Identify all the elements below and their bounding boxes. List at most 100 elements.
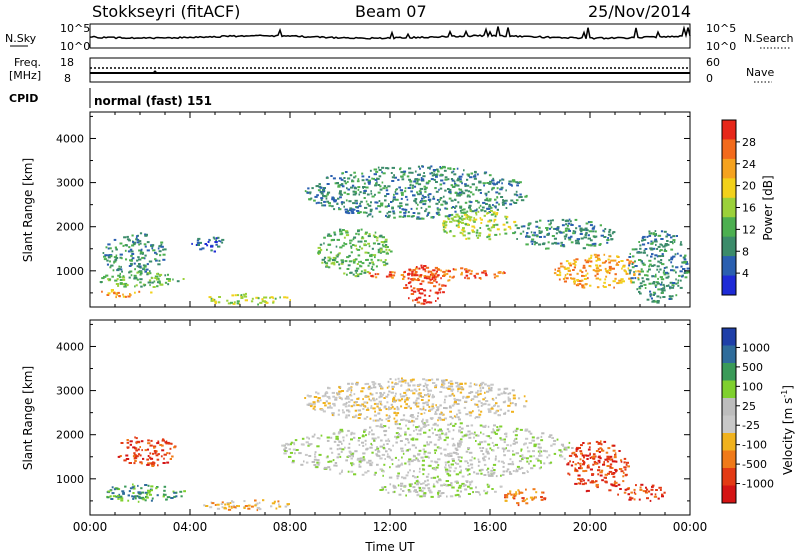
power-cell <box>656 300 660 302</box>
velocity-cell <box>117 455 121 458</box>
power-cell <box>659 268 662 271</box>
power-cell <box>650 242 654 245</box>
velocity-cell <box>640 483 644 486</box>
velocity-cell <box>312 407 315 410</box>
velocity-cell <box>115 495 118 498</box>
cpid-program: normal (fast) 151 <box>94 94 212 108</box>
velocity-cell <box>480 472 483 475</box>
velocity-cell <box>376 463 379 466</box>
velocity-cell <box>567 462 570 465</box>
velocity-cell <box>384 486 387 488</box>
power-cell <box>656 282 660 285</box>
power-cell <box>605 260 607 263</box>
velocity-cell <box>646 497 649 500</box>
power-cell <box>420 264 423 267</box>
power-cell <box>677 279 680 282</box>
power-cell <box>385 248 388 251</box>
power-cell <box>208 296 212 299</box>
power-cell <box>659 276 663 279</box>
velocity-cell <box>538 467 541 470</box>
velocity-cell <box>494 443 498 446</box>
velocity-colorbar-tick-label: 100 <box>742 380 763 393</box>
power-cell <box>365 259 368 261</box>
velocity-cell <box>446 495 448 498</box>
velocity-cell <box>443 407 446 409</box>
power-cell <box>593 225 596 228</box>
noise-left-tick-bottom: 10^0 <box>60 40 90 53</box>
velocity-cell <box>369 462 372 465</box>
velocity-cell <box>132 483 134 486</box>
power-cell <box>197 237 201 240</box>
velocity-cell <box>513 493 516 496</box>
power-colorbar-tick-label: 16 <box>742 202 756 215</box>
power-cell <box>504 199 508 202</box>
velocity-cell <box>120 442 124 444</box>
velocity-cell <box>454 381 459 384</box>
velocity-cell <box>633 491 636 494</box>
power-cell <box>555 232 558 235</box>
velocity-cell <box>394 456 397 459</box>
velocity-cell <box>402 395 406 398</box>
velocity-cell <box>285 442 288 445</box>
power-cell <box>513 193 518 196</box>
velocity-cell <box>477 434 480 437</box>
velocity-cell <box>329 447 333 450</box>
power-cell <box>459 193 463 196</box>
power-cell <box>436 199 439 201</box>
velocity-cell <box>145 493 148 496</box>
velocity-cell <box>332 414 335 417</box>
velocity-cell <box>395 414 398 417</box>
velocity-cell <box>611 467 614 469</box>
power-cell <box>114 260 117 263</box>
power-cell <box>538 232 542 234</box>
velocity-cell <box>378 385 382 388</box>
power-cell <box>423 172 425 174</box>
velocity-cell <box>382 446 385 449</box>
velocity-cell <box>418 393 421 396</box>
power-cell <box>404 190 407 193</box>
velocity-cell <box>403 484 407 487</box>
power-cell <box>547 219 550 222</box>
velocity-cell <box>422 495 426 498</box>
velocity-cell <box>332 432 336 435</box>
velocity-cell <box>347 446 351 449</box>
power-cell <box>639 251 643 254</box>
velocity-cell <box>415 483 419 486</box>
velocity-cell <box>341 471 343 473</box>
power-cell <box>494 215 497 218</box>
velocity-cell <box>377 383 381 386</box>
power-cell <box>641 280 645 283</box>
power-cell <box>140 285 143 288</box>
velocity-cell <box>514 404 517 407</box>
power-cell <box>341 185 345 188</box>
power-cell <box>465 274 469 277</box>
velocity-cell <box>598 461 601 464</box>
power-cell <box>682 268 686 270</box>
power-cell <box>640 270 644 273</box>
power-cell <box>641 239 644 242</box>
velocity-colorbar-segment <box>722 398 736 416</box>
power-cell <box>331 259 336 261</box>
velocity-cell <box>425 475 429 478</box>
power-cell <box>110 289 114 291</box>
velocity-cell <box>402 418 405 421</box>
velocity-cell <box>412 420 416 423</box>
power-cell <box>399 211 402 214</box>
power-cell <box>461 271 463 274</box>
velocity-cell <box>396 465 401 468</box>
velocity-cell <box>438 447 442 450</box>
velocity-cell <box>392 398 396 401</box>
velocity-cell <box>587 448 591 451</box>
velocity-cell <box>461 482 465 485</box>
power-cell <box>382 261 386 264</box>
power-cell <box>375 265 378 268</box>
power-cell <box>536 235 539 238</box>
power-cell <box>359 202 362 205</box>
velocity-cell <box>453 470 456 473</box>
power-cell <box>359 240 363 243</box>
velocity-cell <box>416 397 420 400</box>
velocity-cell <box>445 480 449 482</box>
power-cell <box>466 217 469 220</box>
power-cell <box>458 188 460 191</box>
velocity-cell <box>364 383 367 386</box>
